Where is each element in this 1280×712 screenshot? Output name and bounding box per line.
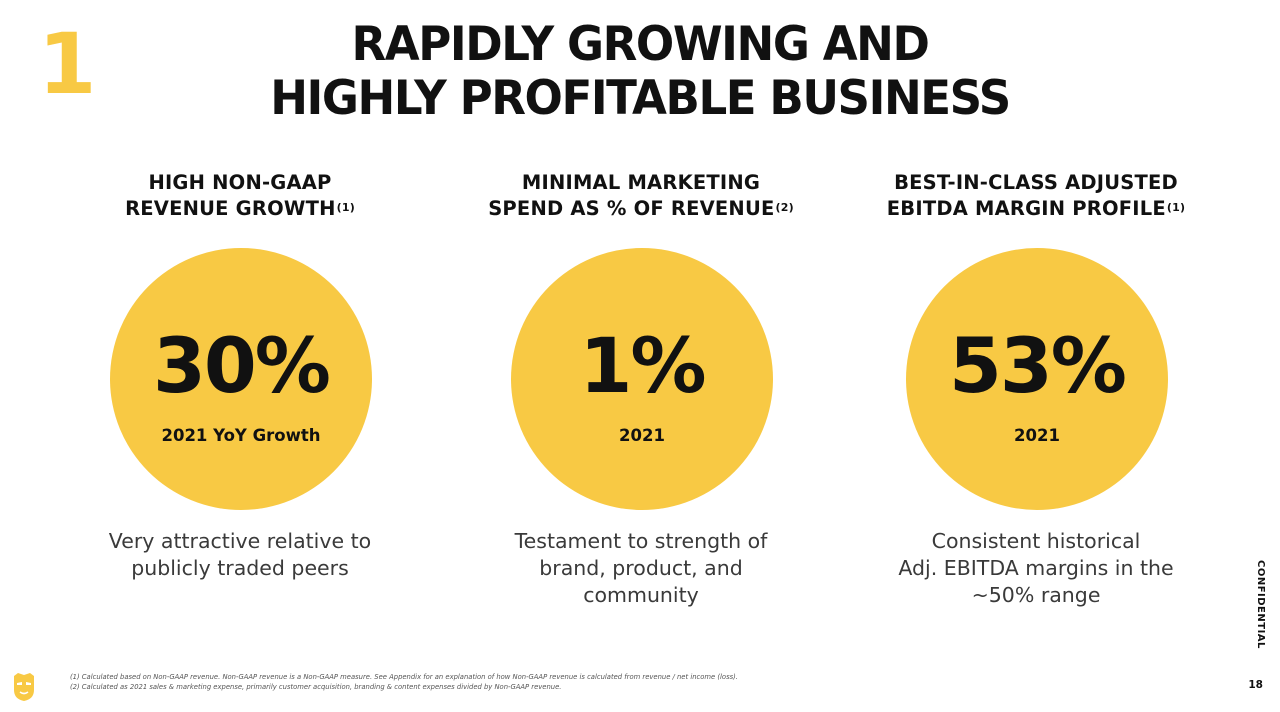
kpi-description-line-1: Consistent historical (931, 529, 1141, 553)
kpi-heading-line-2: REVENUE GROWTH(1) (40, 196, 440, 222)
kpi-value: 53% (949, 320, 1127, 410)
kpi-label: 2021 (619, 425, 665, 445)
kpi-heading: BEST-IN-CLASS ADJUSTED EBITDA MARGIN PRO… (836, 170, 1236, 226)
kpi-heading-text: REVENUE GROWTH (125, 197, 336, 220)
kpi-description-line-2: publicly traded peers (131, 556, 349, 580)
kpi-description-line-1: Testament to strength of (514, 529, 768, 553)
section-number: 1 (38, 15, 96, 113)
kpi-description-line-3: ~50% range (971, 583, 1101, 607)
slide-title: RAPIDLY GROWING AND HIGHLY PROFITABLE BU… (26, 18, 1255, 126)
kpi-value: 1% (579, 320, 706, 410)
slide-title-line-2: HIGHLY PROFITABLE BUSINESS (270, 71, 1011, 126)
kpi-circle: 30% 2021 YoY Growth (110, 248, 372, 510)
kpi-column-ebitda-margin: BEST-IN-CLASS ADJUSTED EBITDA MARGIN PRO… (836, 170, 1236, 607)
slide-title-line-1: RAPIDLY GROWING AND (351, 17, 929, 72)
kpi-value: 30% (153, 320, 331, 410)
kpi-label: 2021 YoY Growth (161, 425, 321, 445)
kpi-column-revenue-growth: HIGH NON-GAAP REVENUE GROWTH(1) 30% 2021… (40, 170, 440, 580)
kpi-description-line-2: brand, product, and (539, 556, 743, 580)
footnote-ref: (1) (336, 201, 355, 214)
kpi-heading-text: EBITDA MARGIN PROFILE (886, 197, 1166, 220)
kpi-heading-line-1: MINIMAL MARKETING (521, 171, 761, 194)
confidential-label: CONFIDENTIAL (1255, 560, 1266, 649)
kpi-heading: MINIMAL MARKETING SPEND AS % OF REVENUE(… (441, 170, 841, 226)
page-number: 18 (1248, 679, 1263, 691)
footnote-ref: (2) (775, 201, 794, 214)
kpi-description: Very attractive relative to publicly tra… (40, 528, 440, 582)
kpi-heading-text: SPEND AS % OF REVENUE (488, 197, 775, 220)
footnotes: (1) Calculated based on Non-GAAP revenue… (70, 672, 738, 692)
kpi-heading-line-1: BEST-IN-CLASS ADJUSTED (894, 171, 1178, 194)
kpi-label: 2021 (1014, 425, 1060, 445)
kpi-circle: 1% 2021 (511, 248, 773, 510)
kpi-column-marketing-spend: MINIMAL MARKETING SPEND AS % OF REVENUE(… (441, 170, 841, 607)
kpi-description-line-2: Adj. EBITDA margins in the (898, 556, 1174, 580)
kpi-description: Consistent historical Adj. EBITDA margin… (836, 528, 1236, 609)
kpi-circle: 53% 2021 (906, 248, 1168, 510)
kpi-heading-line-1: HIGH NON-GAAP (148, 171, 332, 194)
footnote-ref: (1) (1166, 201, 1186, 214)
kpi-heading-line-2: EBITDA MARGIN PROFILE(1) (836, 196, 1236, 222)
kpi-description-line-1: Very attractive relative to (108, 529, 372, 553)
kpi-heading: HIGH NON-GAAP REVENUE GROWTH(1) (40, 170, 440, 226)
mask-logo-icon (14, 673, 34, 701)
kpi-description: Testament to strength of brand, product,… (441, 528, 841, 609)
footnote-1: (1) Calculated based on Non-GAAP revenue… (70, 673, 738, 681)
footnote-2: (2) Calculated as 2021 sales & marketing… (70, 683, 562, 691)
kpi-description-line-3: community (583, 583, 699, 607)
kpi-heading-line-2: SPEND AS % OF REVENUE(2) (441, 196, 841, 222)
